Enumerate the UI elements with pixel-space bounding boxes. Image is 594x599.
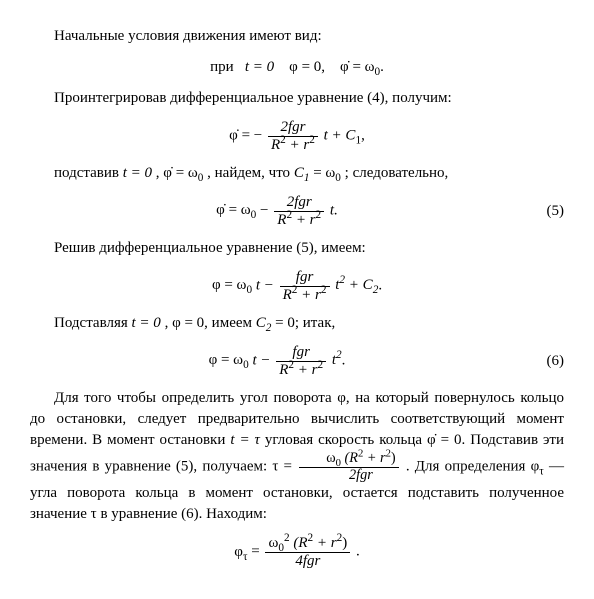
eq-text: при — [210, 59, 234, 75]
eq-text: t2 — [335, 277, 345, 293]
text: C1 — [294, 165, 310, 181]
eq-body: φ = ω0 t − fgr R2 + r2 t2. — [30, 344, 524, 378]
eq-body: φ̇ = ω0 − 2fgr R2 + r2 t. — [30, 194, 524, 228]
text: Подставляя — [54, 315, 132, 331]
eq-text: t + C — [324, 127, 356, 143]
eq-body: при t = 0 φ = 0, φ̇ = ω0. — [30, 57, 564, 78]
text: t = 0 — [123, 165, 152, 181]
eq-body: φ = ω0 t − fgr R2 + r2 t2 + C2. — [30, 269, 564, 303]
text: , φ = 0, имеем — [165, 315, 256, 331]
paragraph-initial-conditions: Начальные условия движения имеют вид: — [30, 26, 564, 47]
eq-text: φ̇ = ω0. — [340, 59, 384, 75]
text: ; следовательно, — [345, 165, 449, 181]
eq-text: − — [260, 202, 272, 218]
equation-number: (5) — [524, 201, 564, 222]
eq-text: t = 0 — [245, 59, 274, 75]
eq-text: t2 — [332, 352, 342, 368]
fraction: ω02 (R2 + r2) 4fgr — [265, 535, 350, 569]
eq-text: φτ — [234, 544, 247, 560]
fraction: 2fgr R2 + r2 — [274, 194, 324, 228]
equation-6: φ = ω0 t − fgr R2 + r2 t2. (6) — [30, 344, 564, 378]
eq-text: . — [342, 352, 346, 368]
paragraph-substitute-c2: Подставляя t = 0 , φ = 0, имеем C2 = 0; … — [30, 313, 564, 334]
paragraph-integrate: Проинтегрировав дифференциальное уравнен… — [30, 88, 564, 109]
fraction: 2fgr R2 + r2 — [268, 119, 318, 153]
text: . Для определения φ — [406, 459, 539, 475]
eq-text: φ̇ = − — [229, 127, 262, 143]
text: = ω0 — [313, 165, 341, 181]
eq-text: . — [356, 544, 360, 560]
text: подставив — [54, 165, 123, 181]
eq-text: φ̇ = ω0 — [216, 202, 256, 218]
equation-5: φ̇ = ω0 − 2fgr R2 + r2 t. (5) — [30, 194, 564, 228]
text: t = τ — [230, 432, 260, 448]
eq-text: = — [251, 544, 263, 560]
eq-text: , — [361, 127, 365, 143]
text: t = 0 — [132, 315, 161, 331]
text: , найдем, что — [207, 165, 294, 181]
eq-text: φ = ω0 — [209, 352, 249, 368]
equation-phidot-c1: φ̇ = − 2fgr R2 + r2 t + C1, — [30, 119, 564, 153]
eq-body: φ̇ = − 2fgr R2 + r2 t + C1, — [30, 119, 564, 153]
equation-phi-c2: φ = ω0 t − fgr R2 + r2 t2 + C2. — [30, 269, 564, 303]
fraction: fgr R2 + r2 — [276, 344, 326, 378]
eq-body: φτ = ω02 (R2 + r2) 4fgr . — [30, 535, 564, 569]
eq-text: φ = ω0 — [212, 277, 252, 293]
eq-text: t − — [252, 352, 274, 368]
eq-text: . — [378, 277, 382, 293]
equation-initial-conditions: при t = 0 φ = 0, φ̇ = ω0. — [30, 57, 564, 78]
eq-text: t. — [330, 202, 338, 218]
text-sub: τ — [539, 466, 544, 478]
equation-phi-tau: φτ = ω02 (R2 + r2) 4fgr . — [30, 535, 564, 569]
paragraph-determine-tau: Для того чтобы определить угол поворота … — [30, 388, 564, 525]
text: , φ̇ = ω0 — [156, 165, 204, 181]
eq-text: + C2 — [349, 277, 379, 293]
eq-text: t − — [256, 277, 278, 293]
paragraph-solve-5: Решив дифференциальное уравнение (5), им… — [30, 238, 564, 259]
text: C2 — [256, 315, 272, 331]
eq-text: φ = 0, — [289, 59, 325, 75]
text: = 0; итак, — [275, 315, 335, 331]
fraction-tau: ω0 (R2 + r2) 2fgr — [299, 451, 398, 483]
equation-number: (6) — [524, 351, 564, 372]
paragraph-substitute-c1: подставив t = 0 , φ̇ = ω0 , найдем, что … — [30, 163, 564, 184]
fraction: fgr R2 + r2 — [280, 269, 330, 303]
